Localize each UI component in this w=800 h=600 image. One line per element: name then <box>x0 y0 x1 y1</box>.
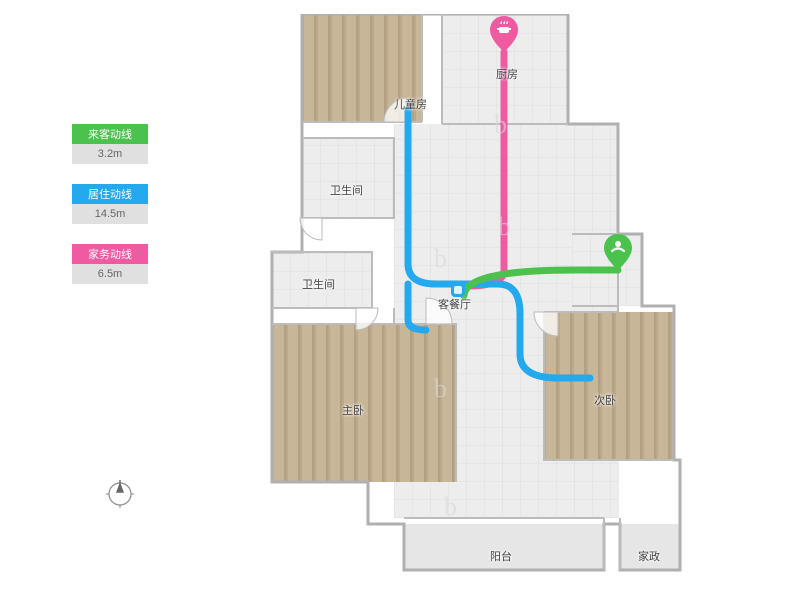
room-label-kids: 儿童房 <box>394 96 427 112</box>
inner-wall <box>302 138 394 218</box>
room-label-housework: 家政 <box>638 548 660 564</box>
room-label-bath2: 卫生间 <box>302 276 335 292</box>
room-label-bath1: 卫生间 <box>330 182 363 198</box>
legend-row-living: 居住动线 14.5m <box>72 184 148 224</box>
inner-wall <box>544 312 674 460</box>
path-chores <box>454 52 504 286</box>
legend-label: 来客动线 <box>72 124 148 144</box>
pin-guest-icon <box>604 234 632 270</box>
room-label-balcony: 阳台 <box>490 548 512 564</box>
legend-distance: 3.2m <box>72 144 148 164</box>
path-living <box>408 109 590 378</box>
room-label-master: 主卧 <box>342 402 364 418</box>
circulation-paths <box>408 52 618 378</box>
door-swing <box>356 308 378 330</box>
room-label-kitchen: 厨房 <box>496 66 518 82</box>
legend: 来客动线 3.2m 居住动线 14.5m 家务动线 6.5m <box>72 124 148 304</box>
legend-row-chores: 家务动线 6.5m <box>72 244 148 284</box>
pin-chores-icon <box>490 16 518 52</box>
legend-label: 家务动线 <box>72 244 148 264</box>
legend-row-guest: 来客动线 3.2m <box>72 124 148 164</box>
legend-distance: 6.5m <box>72 264 148 284</box>
legend-label: 居住动线 <box>72 184 148 204</box>
legend-distance: 14.5m <box>72 204 148 224</box>
floorplan-svg <box>258 14 706 586</box>
room-label-second: 次卧 <box>594 392 616 408</box>
compass-icon <box>106 480 134 508</box>
inner-wall <box>272 324 456 482</box>
pin-center-icon <box>449 281 467 299</box>
floorplan: bbbbb 儿童房厨房卫生间卫生间客餐厅主卧次卧阳台家政 <box>258 14 706 586</box>
door-swing <box>534 312 558 336</box>
